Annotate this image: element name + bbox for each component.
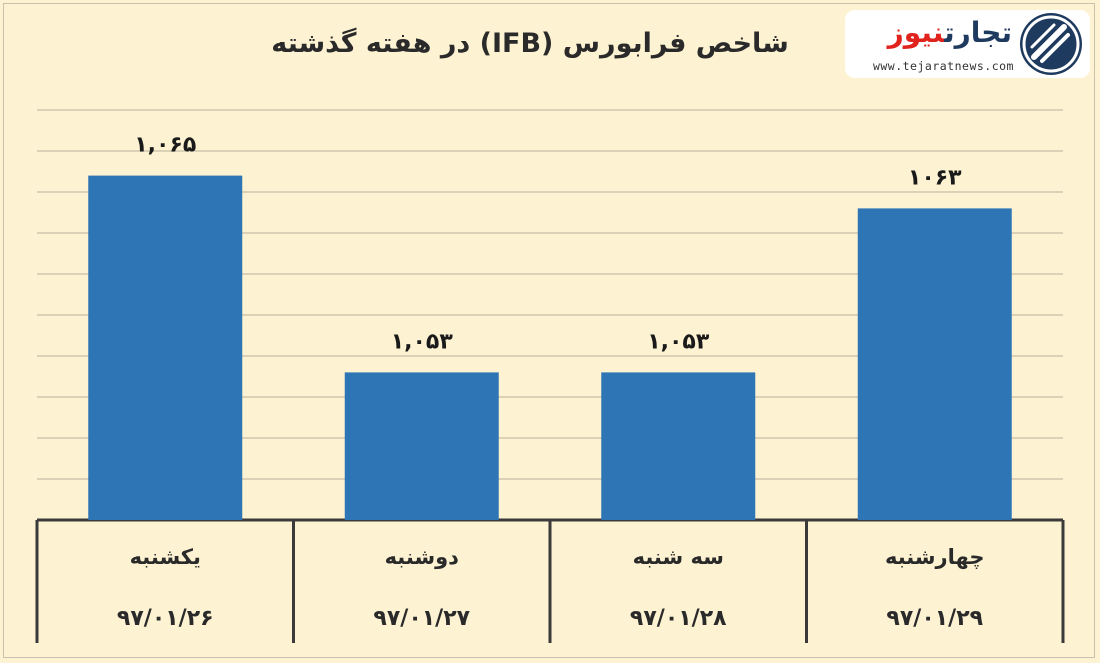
chart-title: شاخص فرابورس (IFB) در هفته گذشته (271, 28, 789, 59)
data-label: ۱,۰۵۳ (647, 329, 710, 354)
date-label: ۹۷/۰۱/۲۸ (629, 606, 727, 631)
data-label: ۱,۰۵۳ (391, 329, 454, 354)
logo-wordmark: تجارتنیوز (882, 16, 1012, 49)
date-label: ۹۷/۰۱/۲۷ (373, 606, 471, 631)
category-label: یکشنبه (129, 545, 201, 569)
logo-word-news: نیوز (887, 16, 945, 49)
bar (88, 175, 243, 520)
category-label: دوشنبه (384, 545, 459, 569)
logo-word-tejarat: تجارت (944, 16, 1012, 49)
logo-url: www.tejaratnews.com (872, 59, 1014, 73)
date-label: ۹۷/۰۱/۲۶ (116, 606, 214, 631)
chart-frame (3, 3, 1095, 658)
bar (601, 372, 756, 520)
data-label: ۱,۰۶۵ (134, 133, 196, 158)
site-logo: تجارتنیوز www.tejaratnews.com (845, 10, 1090, 78)
category-label: چهارشنبه (884, 545, 985, 569)
bar (857, 208, 1012, 520)
bar (344, 372, 499, 520)
category-label: سه شنبه (632, 545, 724, 569)
tejaratnews-emblem-icon (1020, 13, 1082, 75)
date-label: ۹۷/۰۱/۲۹ (886, 606, 984, 631)
data-label: ۱۰۶۳ (908, 165, 962, 190)
